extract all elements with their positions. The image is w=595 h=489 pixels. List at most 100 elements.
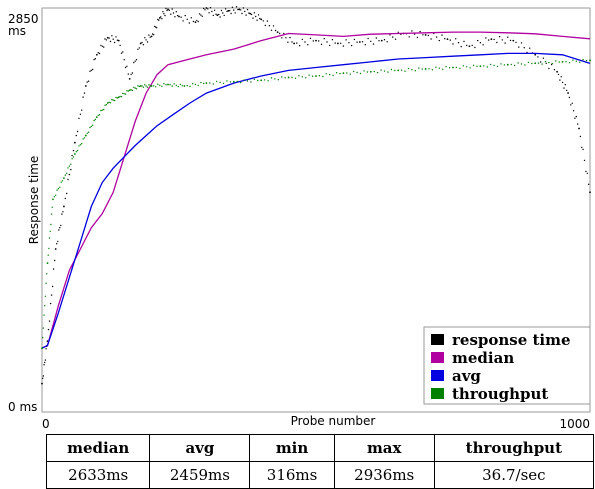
series-dot-throughput: [203, 83, 204, 84]
series-dot-throughput: [308, 75, 309, 76]
series-dot-throughput: [254, 79, 255, 80]
series-point-response-time: [589, 191, 591, 193]
series-dot-throughput: [459, 68, 460, 69]
series-dot-throughput: [82, 138, 83, 139]
series-dot-throughput: [473, 65, 474, 66]
series-dot-throughput: [219, 82, 220, 83]
series-dot-response-time: [203, 8, 204, 9]
series-dot-throughput: [230, 81, 231, 82]
series-dot-response-time: [61, 213, 62, 214]
series-dot-throughput: [43, 327, 44, 328]
series-point-response-time: [381, 40, 383, 42]
series-dot-response-time: [77, 131, 78, 132]
series-dot-throughput: [336, 72, 337, 73]
series-dot-throughput: [514, 65, 515, 66]
series-dot-throughput: [169, 84, 170, 85]
series-dot-throughput: [189, 86, 190, 87]
series-dot-throughput: [449, 67, 450, 68]
series-dot-response-time: [104, 38, 105, 39]
series-dot-response-time: [439, 40, 440, 41]
series-dot-response-time: [378, 40, 379, 41]
series-dot-response-time: [540, 61, 541, 62]
series-dot-throughput: [122, 93, 123, 94]
series-dot-response-time: [329, 45, 330, 46]
series-dot-response-time: [219, 16, 220, 17]
series-dot-throughput: [106, 104, 107, 105]
series-dot-throughput: [62, 180, 63, 181]
series-dot-throughput: [511, 64, 512, 65]
series-dot-response-time: [88, 81, 89, 82]
series-dot-response-time: [299, 45, 300, 46]
series-dot-throughput: [121, 96, 122, 97]
series-dot-response-time: [524, 47, 525, 48]
series-dot-throughput: [432, 69, 433, 70]
series-dot-response-time: [572, 103, 573, 104]
series-dot-response-time: [348, 42, 349, 43]
series-dot-response-time: [289, 37, 290, 38]
series-dot-response-time: [269, 25, 270, 26]
series-dot-response-time: [384, 39, 385, 40]
series-dot-throughput: [50, 231, 51, 232]
series-dot-response-time: [45, 359, 46, 360]
series-dot-throughput: [493, 65, 494, 66]
series-dot-response-time: [185, 15, 186, 16]
series-point-response-time: [293, 43, 295, 45]
series-point-throughput: [343, 72, 345, 74]
series-dot-response-time: [304, 41, 305, 42]
series-dot-throughput: [73, 156, 74, 157]
series-dot-throughput: [178, 86, 179, 87]
series-dot-response-time: [458, 42, 459, 43]
series-dot-throughput: [76, 151, 77, 152]
series-dot-response-time: [115, 36, 116, 37]
series-dot-response-time: [450, 39, 451, 40]
series-dot-response-time: [176, 11, 177, 12]
series-dot-response-time: [69, 174, 70, 175]
series-dot-response-time: [45, 348, 46, 349]
series-dot-throughput: [87, 133, 88, 134]
series-dot-response-time: [584, 160, 585, 161]
series-dot-throughput: [113, 99, 114, 100]
legend-swatch-throughput: [431, 388, 444, 399]
series-dot-response-time: [200, 14, 201, 15]
series-dot-response-time: [318, 40, 319, 41]
series-point-throughput: [233, 81, 235, 83]
series-dot-response-time: [82, 96, 83, 97]
series-dot-response-time: [558, 74, 559, 75]
series-dot-response-time: [392, 36, 393, 37]
series-dot-response-time: [164, 15, 165, 16]
series-dot-throughput: [200, 82, 201, 83]
series-dot-throughput: [59, 187, 60, 188]
series-point-response-time: [249, 13, 251, 15]
series-dot-response-time: [321, 44, 322, 45]
series-dot-response-time: [156, 27, 157, 28]
series-dot-response-time: [218, 14, 219, 15]
series-dot-response-time: [474, 47, 475, 48]
series-dot-throughput: [463, 65, 464, 66]
series-dot-response-time: [563, 87, 564, 88]
series-point-response-time: [578, 128, 580, 130]
series-dot-response-time: [574, 118, 575, 119]
stats-value-median: 2633ms: [47, 462, 150, 489]
x-tick-end: 1000: [559, 417, 590, 430]
series-point-response-time: [567, 92, 569, 94]
series-dot-response-time: [95, 58, 96, 59]
series-dot-response-time: [52, 286, 53, 287]
series-point-throughput: [184, 85, 186, 87]
series-dot-throughput: [144, 84, 145, 85]
series-dot-response-time: [213, 15, 214, 16]
series-dot-response-time: [507, 37, 508, 38]
series-point-response-time: [490, 38, 492, 40]
stats-value-throughput: 36.7/sec: [434, 462, 593, 489]
series-point-response-time: [359, 41, 361, 43]
series-point-throughput: [397, 69, 399, 71]
series-point-response-time: [55, 248, 57, 250]
series-dot-response-time: [548, 68, 549, 69]
series-dot-response-time: [356, 42, 357, 43]
series-dot-response-time: [265, 25, 266, 26]
series-point-response-time: [74, 142, 76, 144]
series-point-response-time: [315, 40, 317, 42]
series-dot-response-time: [326, 41, 327, 42]
series-dot-response-time: [143, 44, 144, 45]
series-dot-throughput: [442, 69, 443, 70]
series-dot-throughput: [541, 63, 542, 64]
